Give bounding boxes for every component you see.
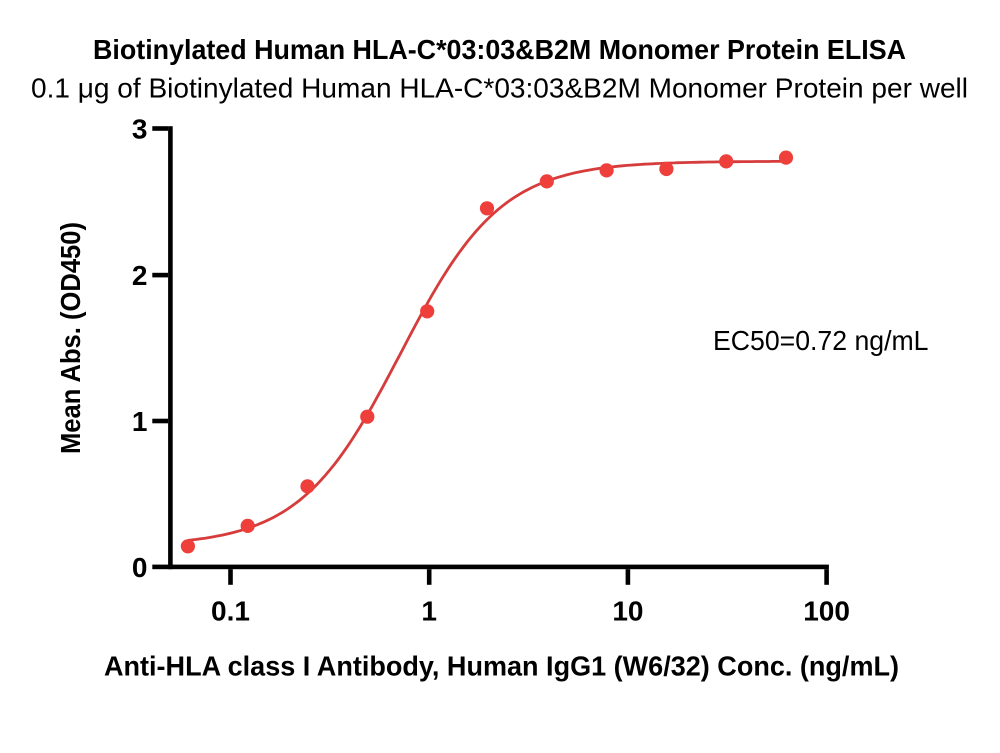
- svg-text:Anti-HLA class I Antibody, Hum: Anti-HLA class I Antibody, Human IgG1 (W…: [104, 651, 899, 682]
- svg-text:Biotinylated Human HLA-C*03:03: Biotinylated Human HLA-C*03:03&B2M Monom…: [93, 34, 906, 65]
- svg-text:10: 10: [612, 595, 643, 626]
- svg-text:1: 1: [421, 595, 437, 626]
- svg-text:Mean Abs. (OD450): Mean Abs. (OD450): [55, 222, 86, 454]
- svg-text:1: 1: [132, 406, 148, 437]
- svg-text:100: 100: [803, 595, 850, 626]
- svg-text:EC50=0.72 ng/mL: EC50=0.72 ng/mL: [713, 325, 929, 356]
- svg-text:2: 2: [132, 260, 148, 291]
- svg-text:0.1 μg of Biotinylated Human H: 0.1 μg of Biotinylated Human HLA-C*03:03…: [31, 73, 968, 104]
- svg-text:3: 3: [132, 114, 148, 145]
- svg-text:0: 0: [132, 552, 148, 583]
- svg-text:0.1: 0.1: [211, 595, 250, 626]
